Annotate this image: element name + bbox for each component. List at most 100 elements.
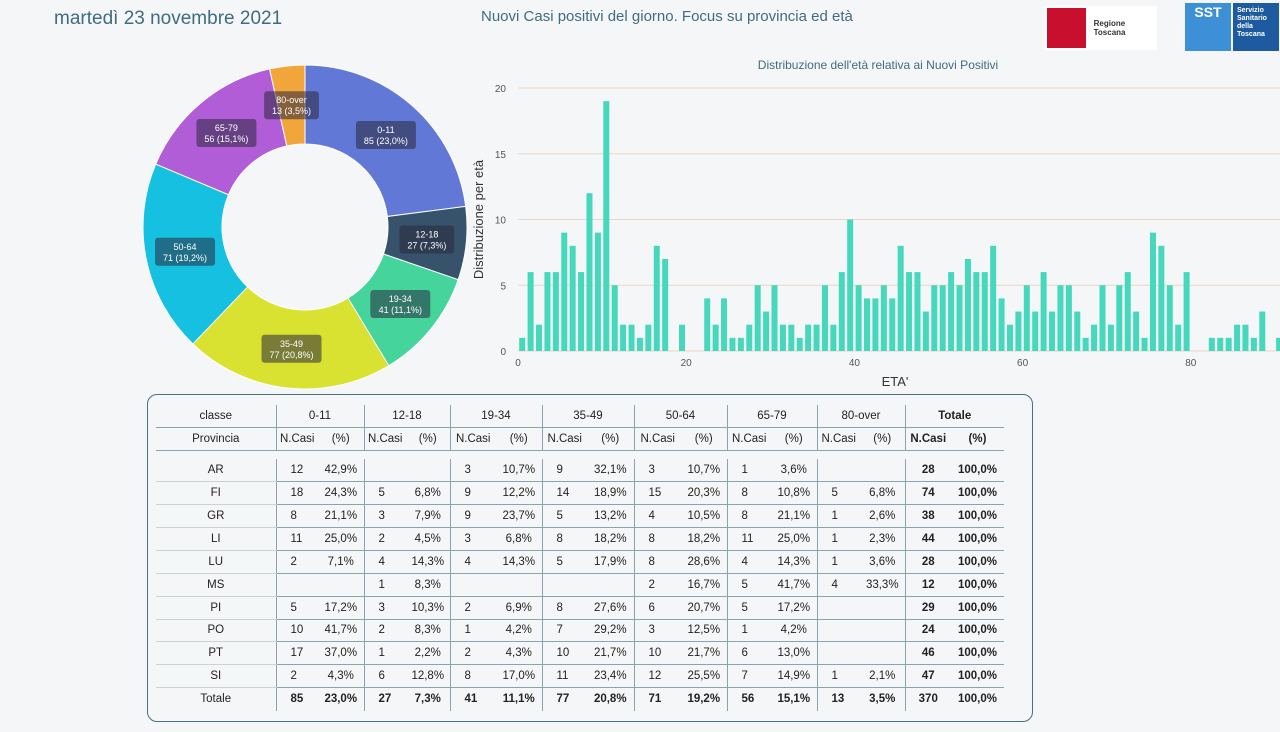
ncasi-cell: 10 [541,641,587,666]
pct-cell: 100,0% [951,504,1004,528]
histogram-bar [1082,337,1089,351]
ncasi-cell: 10 [633,641,681,666]
ncasi-cell: 4 [633,504,681,528]
province-name: LU [156,550,276,574]
ncasi-cell: 8 [449,664,496,689]
ncasi-cell: 8 [541,527,587,551]
pct-cell: 25,5% [681,664,727,689]
pct-header: (%) [318,427,364,452]
pct-cell: 27,6% [587,596,634,620]
class-group-header: 35-49 [541,405,634,429]
ncasi-cell: 41 [449,687,496,711]
pct-cell: 10,7% [681,458,727,483]
histogram-title: Distribuzione dell'età relativa ai Nuovi… [757,58,999,72]
ncasi-cell: 3 [449,527,496,551]
province-name: LI [156,527,276,551]
histogram-bar [847,219,854,351]
ncasi-cell: 3 [363,504,406,528]
histogram-bar [796,337,803,351]
pct-cell: 14,3% [496,550,542,574]
province-name: SI [156,664,276,689]
histogram-bar [1049,311,1056,351]
donut-label-value: 13 (3,5%) [272,106,311,116]
pct-cell: 25,0% [318,527,364,551]
ncasi-cell: 11 [541,664,587,689]
histogram-bar [645,324,652,351]
x-tick-label: 0 [515,358,521,369]
ncasi-header: N.Casi [633,427,681,452]
table-spacer-row [156,451,1004,459]
age-distribution-histogram: 0 5 10 15 20 0 20 40 60 80 ETA' Distribuzione per e… [471,84,1280,389]
ncasi-cell: 46 [904,641,951,666]
histogram-bar [754,285,761,351]
histogram-bar [956,285,963,351]
histogram-bar [611,285,618,351]
pct-cell: 2,6% [860,504,905,528]
histogram-bar [1065,285,1072,351]
pct-cell: 18,2% [587,527,634,551]
report-date: martedì 23 novembre 2021 [54,8,283,29]
histogram-bar [1133,311,1140,351]
donut-label-class: 50-64 [174,242,197,252]
pct-cell: 33,3% [860,573,905,597]
histogram-bar [779,324,786,351]
ncasi-cell: 6 [726,641,771,666]
pct-cell: 6,8% [860,481,905,506]
class-group-header: 0-11 [275,405,364,429]
ncasi-cell: 8 [726,481,771,506]
y-tick-label: 20 [495,84,507,95]
x-tick-label: 60 [1017,358,1029,369]
ncasi-cell: 6 [633,596,681,620]
histogram-bar [939,285,946,351]
pct-cell: 3,5% [869,693,896,706]
pct-cell: 15,1% [777,693,811,706]
histogram-bar [1250,337,1257,351]
histogram-bar [628,324,635,351]
ncasi-cell: 28 [904,550,951,574]
donut-label-class: 80-over [276,95,307,105]
donut-label-value: 27 (7,3%) [407,240,446,250]
ncasi-cell: 9 [449,481,496,506]
province-name: Totale [200,693,232,706]
ncasi-cell: 5 [726,573,771,597]
histogram-bar [973,272,980,351]
pct-cell: 7,1% [318,550,364,574]
histogram-bar [897,245,904,351]
ncasi-cell: 9 [449,504,496,528]
pct-cell: 100,0% [951,481,1004,506]
pct-cell: 17,9% [587,550,634,574]
histogram-bar [1023,285,1030,351]
ncasi-cell [816,596,860,620]
province-table-panel: classe 0-11 12-18 19-34 35-49 50-64 65-79 80-ov… [147,394,1033,722]
ncasi-cell [816,619,860,643]
ncasi-cell: 5 [275,596,318,620]
ncasi-cell: 47 [904,664,951,689]
pct-header: (%) [681,427,727,452]
ncasi-cell [816,641,860,666]
pct-cell: 21,1% [771,504,817,528]
class-group-header: 19-34 [449,405,542,429]
ncasi-cell: 3 [633,619,681,643]
histogram-bar [1158,245,1165,351]
histogram-bar [1124,272,1131,351]
sst-line-4: Toscana [1237,31,1265,38]
pct-cell: 23,0% [324,693,358,706]
ncasi-cell: 5 [541,504,587,528]
histogram-bar [1116,285,1123,351]
province-name: AR [156,458,276,483]
ncasi-cell: 15 [633,481,681,506]
donut-label-value: 77 (20,8%) [269,350,313,360]
histogram-bar [1006,324,1013,351]
histogram-bar [1183,272,1190,351]
pct-header: (%) [496,427,542,452]
ncasi-cell: 2 [363,619,406,643]
pct-cell: 2,3% [860,527,905,551]
ncasi-cell: 7 [541,619,587,643]
pct-cell: 41,7% [771,573,817,597]
pct-cell: 13,2% [587,504,634,528]
pct-cell: 4,3% [318,664,364,689]
regione-toscana-logo: Regione Toscana [1045,6,1157,50]
ncasi-cell: 12 [275,458,318,483]
